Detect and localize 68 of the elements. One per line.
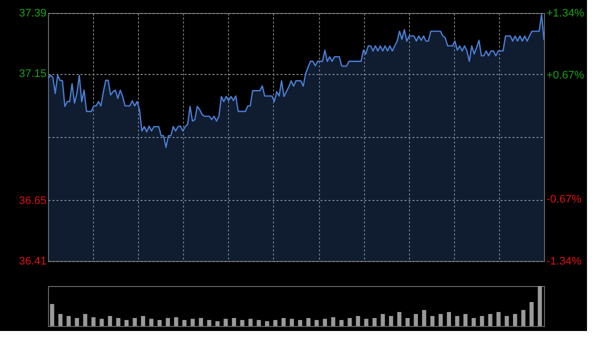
y2-tick-label: -0.67% bbox=[546, 194, 582, 206]
bar bbox=[182, 320, 186, 326]
bar bbox=[132, 318, 137, 326]
bar bbox=[322, 318, 327, 326]
bar bbox=[282, 318, 286, 326]
bar bbox=[207, 320, 212, 326]
bar bbox=[504, 316, 509, 326]
y-tick-label: 37.15 bbox=[18, 68, 46, 80]
bar bbox=[331, 317, 336, 326]
bar bbox=[306, 318, 310, 326]
bar bbox=[339, 320, 344, 326]
y-tick-label: 36.41 bbox=[18, 256, 46, 268]
bar bbox=[380, 314, 385, 326]
bar bbox=[422, 310, 426, 326]
bar bbox=[50, 304, 54, 326]
bar bbox=[472, 318, 476, 326]
bar bbox=[232, 318, 236, 326]
bar bbox=[174, 317, 178, 326]
bar bbox=[496, 312, 501, 326]
bar bbox=[290, 318, 294, 326]
y2-tick-label: +0.67% bbox=[546, 70, 584, 82]
bar bbox=[224, 318, 228, 326]
bar bbox=[430, 316, 434, 326]
bar bbox=[256, 320, 261, 326]
bar bbox=[397, 312, 402, 326]
bar bbox=[446, 312, 451, 326]
bar bbox=[480, 316, 484, 326]
bar bbox=[248, 318, 253, 326]
bar bbox=[389, 316, 394, 326]
bar bbox=[124, 320, 129, 326]
bar bbox=[414, 314, 418, 326]
bar bbox=[298, 320, 302, 326]
y2-tick-label: +1.34% bbox=[546, 8, 584, 20]
bar bbox=[364, 318, 368, 326]
bar bbox=[91, 317, 96, 326]
bar bbox=[58, 314, 62, 326]
bar bbox=[190, 318, 195, 326]
bar bbox=[74, 318, 79, 326]
bar bbox=[116, 318, 120, 326]
bar bbox=[521, 310, 526, 326]
bar bbox=[141, 316, 146, 326]
bar bbox=[314, 320, 319, 326]
bar bbox=[83, 314, 88, 326]
bar bbox=[158, 320, 162, 326]
bar bbox=[406, 318, 410, 326]
bar bbox=[513, 314, 518, 326]
bar bbox=[273, 320, 278, 326]
bar bbox=[455, 316, 460, 326]
bar bbox=[530, 302, 534, 326]
bar bbox=[538, 286, 542, 326]
bar bbox=[100, 318, 104, 326]
bar bbox=[265, 321, 270, 326]
bar bbox=[438, 314, 443, 326]
bar bbox=[372, 318, 377, 326]
bar bbox=[198, 318, 203, 326]
bar bbox=[166, 318, 170, 326]
bar bbox=[356, 316, 360, 326]
bar bbox=[66, 316, 71, 326]
bar bbox=[488, 314, 492, 326]
bar bbox=[108, 316, 112, 326]
bar bbox=[463, 314, 468, 326]
bar bbox=[215, 321, 220, 326]
bar bbox=[149, 318, 154, 326]
y-tick-label: 36.65 bbox=[18, 194, 46, 207]
bar bbox=[348, 318, 352, 326]
bar bbox=[240, 320, 244, 326]
y-tick-label: 37.39 bbox=[18, 8, 46, 20]
y2-tick-label: -1.34% bbox=[546, 256, 582, 268]
